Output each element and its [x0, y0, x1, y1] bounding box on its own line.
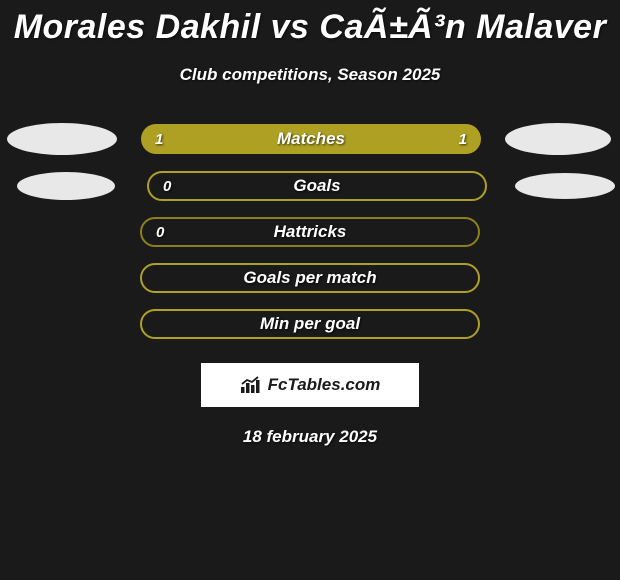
stat-rows: 1 Matches 1 0 Goals 0 Hattricks	[0, 123, 620, 339]
player-left-badge	[7, 123, 117, 155]
brand-text: FcTables.com	[268, 375, 381, 395]
subtitle: Club competitions, Season 2025	[0, 65, 620, 85]
stat-row-goals: 0 Goals	[0, 171, 620, 201]
stat-right-value: 1	[459, 131, 467, 148]
stats-comparison-card: Morales Dakhil vs CaÃ±Ã³n Malaver Club c…	[0, 0, 620, 447]
stat-label: Min per goal	[142, 314, 478, 334]
stat-row-mpg: Min per goal	[0, 309, 620, 339]
stat-left-value: 0	[163, 178, 171, 195]
stat-bar-mpg: Min per goal	[140, 309, 480, 339]
player-right-badge	[515, 173, 615, 199]
player-right-badge	[505, 123, 611, 155]
date-label: 18 february 2025	[0, 427, 620, 447]
stat-bar-goals: 0 Goals	[147, 171, 487, 201]
stat-bar-gpm: Goals per match	[140, 263, 480, 293]
stat-left-value: 0	[156, 224, 164, 241]
player-left-badge	[17, 172, 115, 200]
stat-row-matches: 1 Matches 1	[0, 123, 620, 155]
stat-label: Goals	[149, 176, 485, 196]
stat-label: Hattricks	[142, 222, 478, 242]
stat-row-hattricks: 0 Hattricks	[0, 217, 620, 247]
stat-left-value: 1	[155, 131, 163, 148]
stat-bar-hattricks: 0 Hattricks	[140, 217, 480, 247]
stat-label: Matches	[141, 129, 481, 149]
page-title: Morales Dakhil vs CaÃ±Ã³n Malaver	[0, 8, 620, 47]
brand-box[interactable]: FcTables.com	[201, 363, 419, 407]
stat-row-gpm: Goals per match	[0, 263, 620, 293]
chart-icon	[240, 376, 262, 394]
stat-bar-matches: 1 Matches 1	[141, 124, 481, 154]
stat-label: Goals per match	[142, 268, 478, 288]
